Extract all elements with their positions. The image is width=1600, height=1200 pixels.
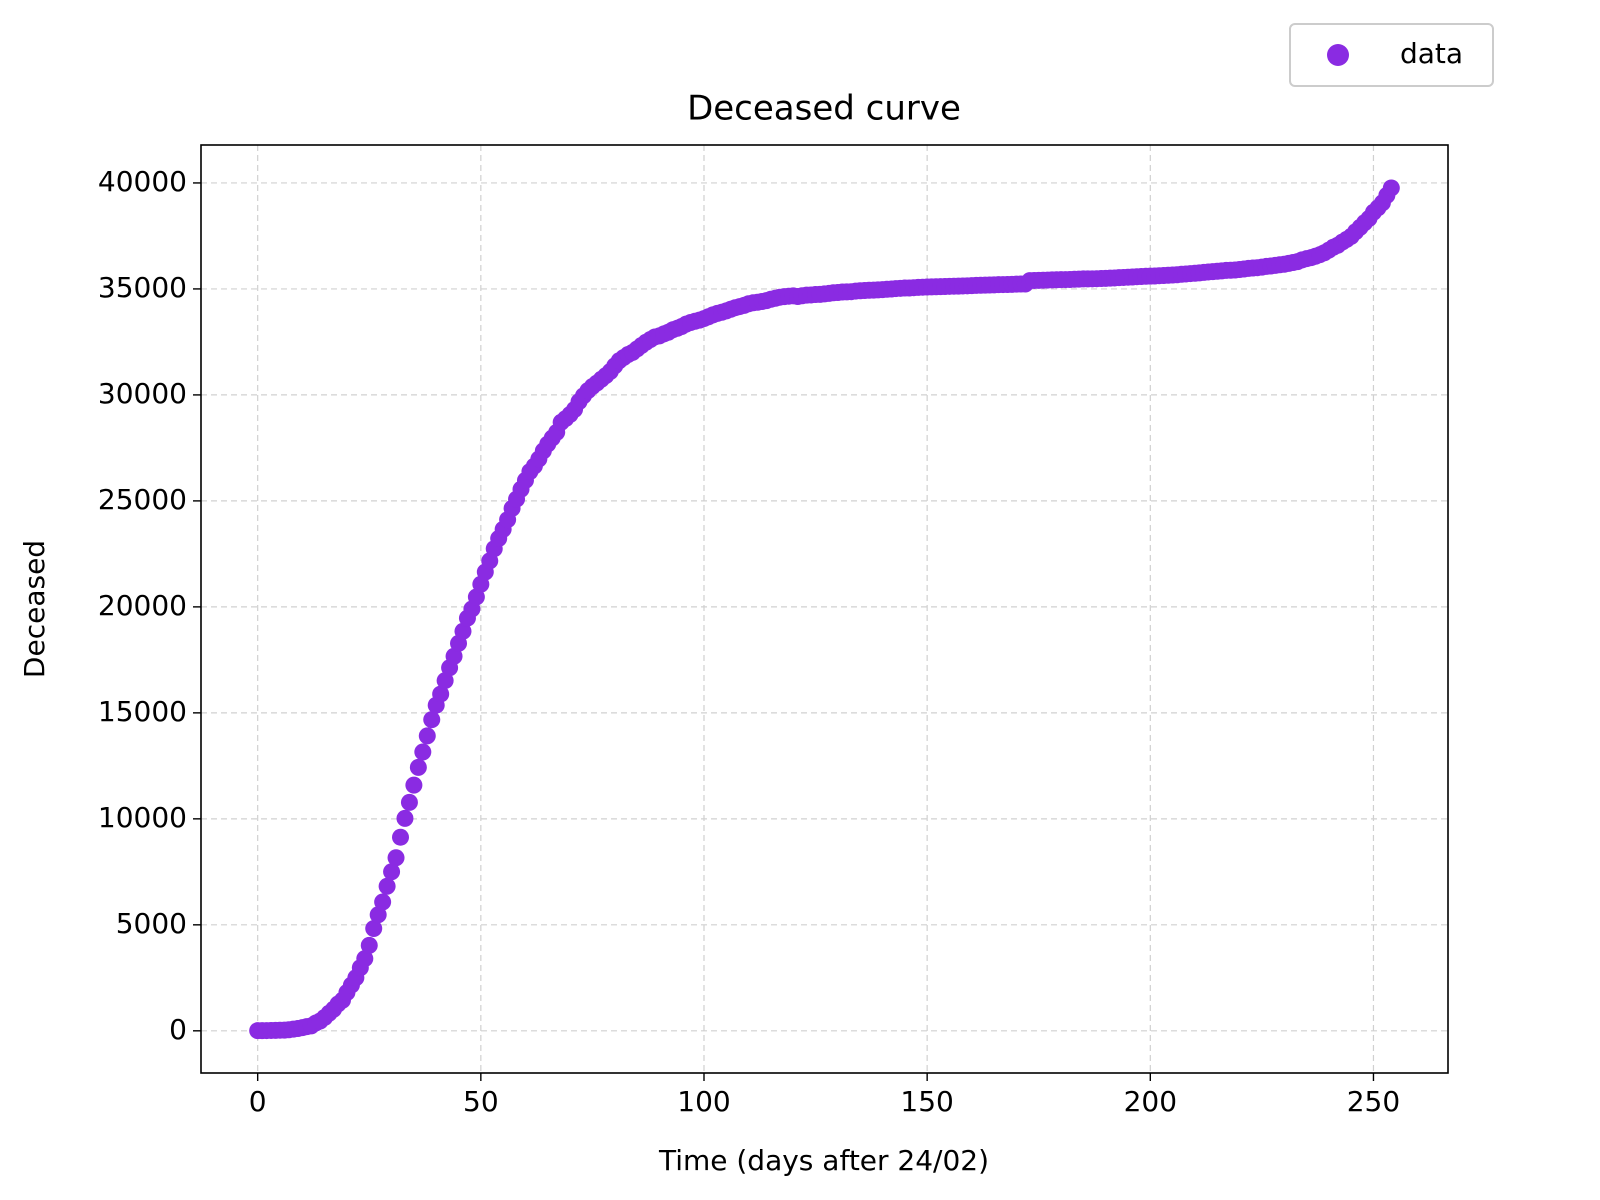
data-point: [400, 793, 418, 811]
data-point: [418, 727, 436, 745]
data-point: [365, 920, 383, 938]
legend-label: data: [1400, 37, 1463, 70]
y-tick-label: 40000: [98, 165, 187, 198]
plot-frame: [200, 144, 1449, 1074]
data-point: [454, 622, 472, 640]
y-tick-label: 10000: [98, 801, 187, 834]
y-tick-label: 35000: [98, 271, 187, 304]
y-tick-label: 0: [169, 1013, 187, 1046]
y-tick-label: 25000: [98, 483, 187, 516]
data-point: [409, 758, 427, 776]
y-tick-label: 15000: [98, 695, 187, 728]
data-point: [392, 828, 410, 846]
data-point: [436, 672, 454, 690]
data-point: [360, 936, 378, 954]
data-point: [432, 685, 450, 703]
legend: data: [1289, 23, 1494, 87]
y-tick-label: 5000: [116, 907, 187, 940]
legend-box: [1289, 23, 1494, 87]
x-tick-label: 100: [677, 1085, 730, 1118]
data-point: [356, 950, 374, 968]
y-axis-label: Deceased: [18, 540, 51, 678]
x-axis-label: Time (days after 24/02): [658, 1144, 989, 1177]
data-point: [414, 743, 432, 761]
data-point: [396, 809, 414, 827]
data-point: [423, 711, 441, 729]
legend-marker: [1327, 44, 1349, 66]
data-point: [1382, 179, 1400, 197]
y-tick-label: 30000: [98, 377, 187, 410]
x-tick-label: 200: [1124, 1085, 1177, 1118]
x-tick-label: 50: [463, 1085, 499, 1118]
x-tick-label: 250: [1347, 1085, 1400, 1118]
x-tick-label: 0: [249, 1085, 267, 1118]
data-point: [467, 588, 485, 606]
x-tick-label: 150: [900, 1085, 953, 1118]
data-point: [405, 776, 423, 794]
data-point: [374, 893, 392, 911]
data-point: [378, 877, 396, 895]
y-tick-label: 20000: [98, 589, 187, 622]
chart-title: Deceased curve: [687, 89, 961, 129]
data-point: [445, 647, 463, 665]
data-point: [387, 849, 405, 867]
data-point: [383, 863, 401, 881]
